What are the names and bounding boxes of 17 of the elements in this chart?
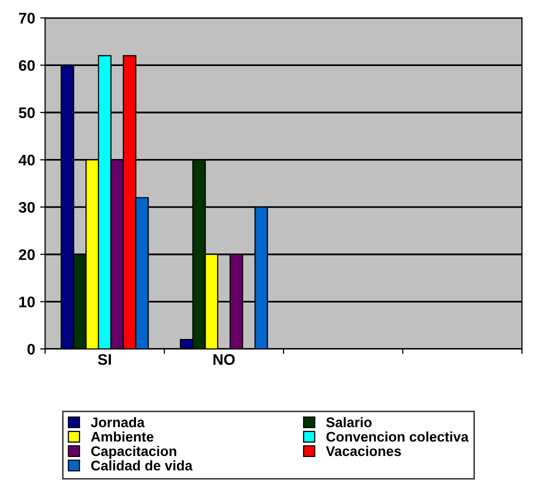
x-tick-label: SI — [98, 354, 111, 365]
y-tick-label: 70 — [19, 12, 35, 24]
legend-label: Vacaciones — [326, 446, 401, 456]
legend-label: Calidad de vida — [91, 460, 193, 470]
y-tick-label: 30 — [18, 202, 35, 213]
legend-label: Ambiente — [90, 431, 154, 442]
x-tick-label: NO — [213, 354, 235, 365]
y-tick-label: 40 — [18, 154, 35, 166]
y-tick-label: 10 — [19, 296, 35, 308]
legend-label: Jornada — [90, 417, 145, 428]
y-tick-label: 20 — [18, 249, 35, 260]
y-tick-label: 0 — [27, 344, 35, 355]
legend-label: Salario — [326, 417, 372, 428]
legend-label: Capacitacion — [91, 446, 176, 459]
legend-label: Convencion colectiva — [326, 431, 469, 442]
y-tick-label: 60 — [18, 60, 35, 71]
y-tick-label: 50 — [18, 107, 35, 118]
